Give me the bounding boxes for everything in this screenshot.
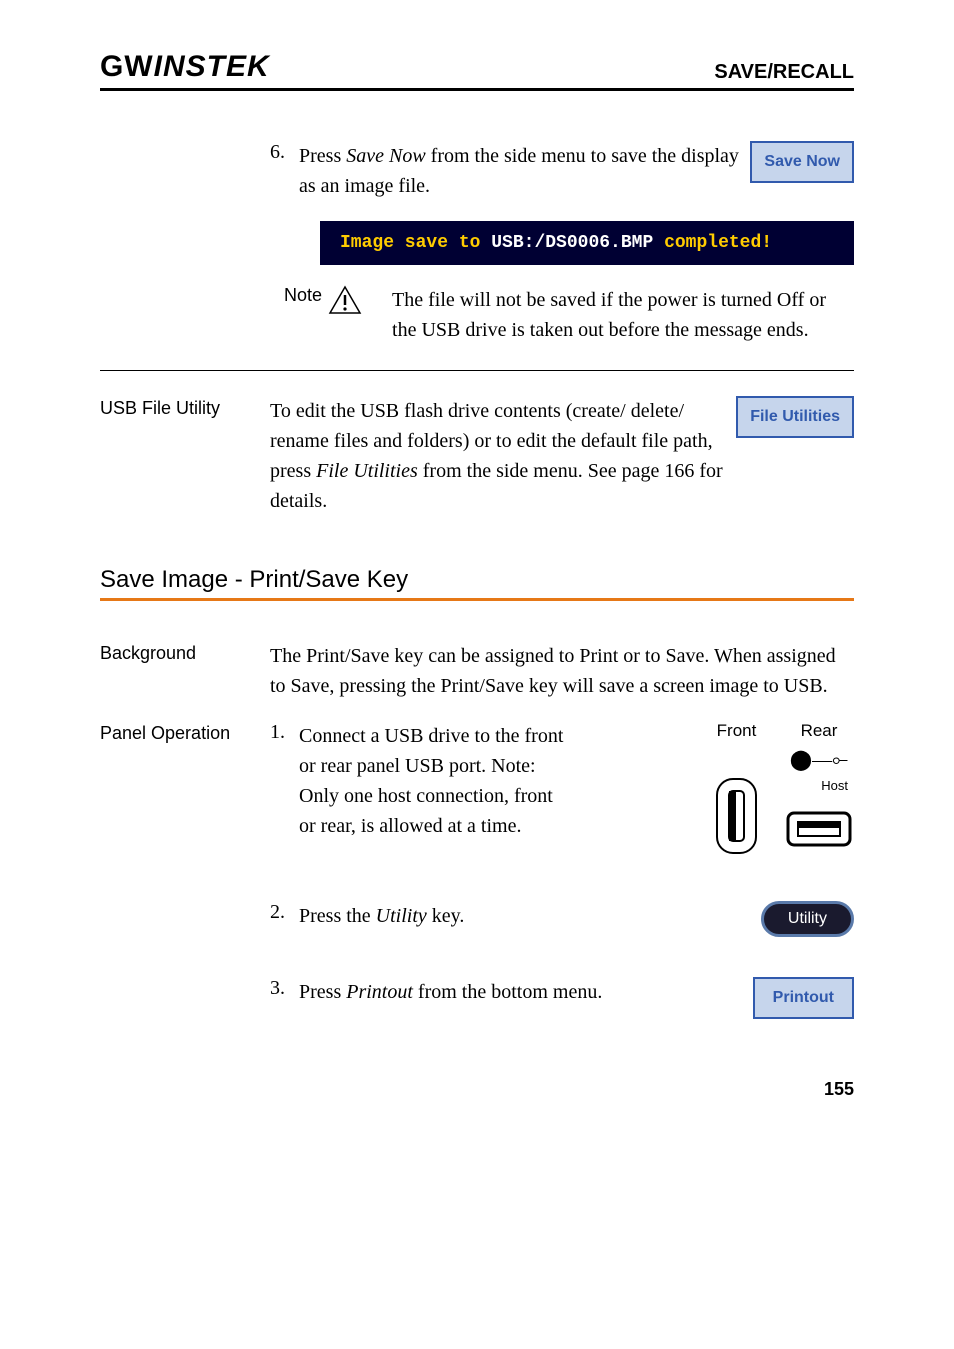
- front-usb-port-icon: [709, 771, 764, 861]
- printout-button[interactable]: Printout: [753, 977, 854, 1019]
- page-number: 155: [100, 1079, 854, 1100]
- background-label: Background: [100, 641, 270, 701]
- background-text: The Print/Save key can be assigned to Pr…: [270, 641, 854, 701]
- msg-part-c: completed!: [653, 233, 772, 253]
- panel-step-2-number: 2.: [270, 901, 285, 931]
- background-row: Background The Print/Save key can be ass…: [100, 641, 854, 701]
- panel-step-2: 2. Press the Utility key. Utility: [270, 901, 854, 937]
- step-6-text: Press Save Now from the side menu to sav…: [299, 141, 740, 201]
- panel-step-3-number: 3.: [270, 977, 285, 1007]
- usb-file-utility-label: USB File Utility: [100, 396, 270, 516]
- panel-step-1: 1. Connect a USB drive to the front or r…: [270, 721, 854, 861]
- msg-part-a: Image save to: [340, 233, 491, 253]
- file-utilities-button[interactable]: File Utilities: [736, 396, 854, 438]
- panel-step-1-text: Connect a USB drive to the front or rear…: [299, 721, 570, 841]
- usb-port-icons: Front Rear ⬤—⟜ Host: [709, 721, 854, 861]
- rear-port-group: Rear ⬤—⟜ Host: [784, 721, 854, 859]
- section-underline: [100, 598, 854, 601]
- note-text: The file will not be saved if the power …: [392, 285, 854, 345]
- logo-suffix: INSTEK: [154, 50, 270, 83]
- panel-operation-label: Panel Operation: [100, 721, 270, 1019]
- section-title: Save Image - Print/Save Key: [100, 566, 854, 594]
- note-row: Note The file will not be saved if the p…: [284, 285, 854, 345]
- note-label: Note: [284, 285, 362, 345]
- warning-icon: [328, 285, 362, 315]
- logo-prefix: GW: [100, 50, 154, 83]
- host-label: Host: [784, 778, 854, 793]
- panel-step-3-text: Press Printout from the bottom menu.: [299, 977, 602, 1007]
- divider-1: [100, 370, 854, 371]
- rear-usb-port-icon: [784, 799, 854, 859]
- panel-step-1-number: 1.: [270, 721, 285, 841]
- usb-file-utility-text: To edit the USB flash drive contents (cr…: [270, 396, 726, 516]
- header-section-title: SAVE/RECALL: [714, 61, 854, 84]
- page-header: GWINSTEK SAVE/RECALL: [100, 50, 854, 91]
- status-message-bar: Image save to USB:/DS0006.BMP completed!: [320, 221, 854, 265]
- utility-button[interactable]: Utility: [761, 901, 854, 937]
- brand-logo: GWINSTEK: [100, 50, 270, 84]
- step-6-row: 6. Press Save Now from the side menu to …: [100, 141, 854, 345]
- step-6-label-spacer: [100, 141, 270, 345]
- msg-filepath: USB:/DS0006.BMP: [491, 233, 653, 253]
- rear-port-label: Rear: [801, 721, 838, 741]
- step-6-number: 6.: [270, 141, 285, 201]
- usb-symbol-icon: ⬤—⟜: [790, 747, 848, 772]
- front-port-group: Front: [709, 721, 764, 861]
- front-port-label: Front: [717, 721, 757, 741]
- save-now-button[interactable]: Save Now: [750, 141, 854, 183]
- panel-step-2-text: Press the Utility key.: [299, 901, 464, 931]
- panel-operation-row: Panel Operation 1. Connect a USB drive t…: [100, 721, 854, 1019]
- usb-file-utility-row: USB File Utility To edit the USB flash d…: [100, 396, 854, 516]
- panel-step-3: 3. Press Printout from the bottom menu. …: [270, 977, 854, 1019]
